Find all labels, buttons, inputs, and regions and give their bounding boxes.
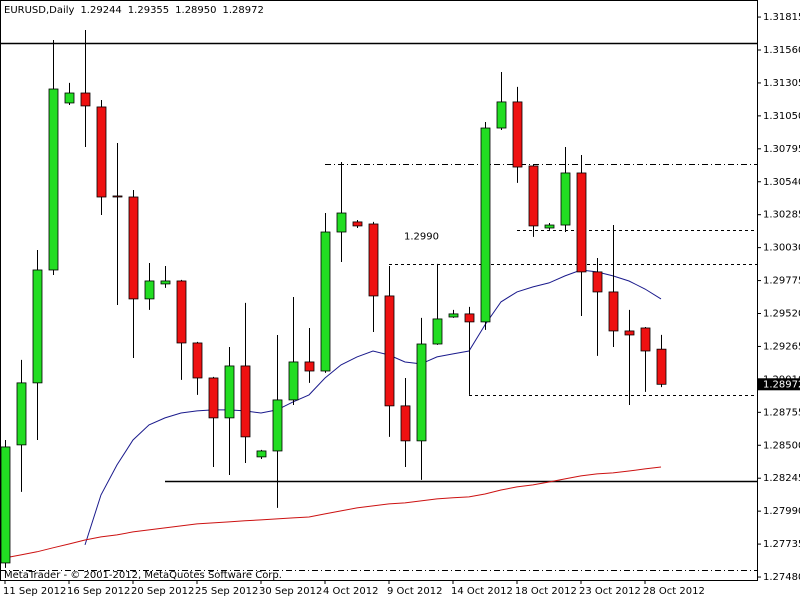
candle-body [480,127,491,323]
candle-body [624,330,635,336]
x-tick-label: 9 Oct 2012 [387,586,442,597]
candle-body [240,365,251,438]
y-tick-label: 1.31815 [763,12,800,23]
candle-body [160,280,171,285]
candle-body [560,172,571,226]
candle-body [592,271,603,293]
candle-body [112,195,123,198]
candle-body [608,291,619,332]
x-tick-label: 11 Sep 2012 [3,586,66,597]
candle-body [400,405,411,442]
candle-body [48,88,59,271]
candle-body [176,280,187,344]
candle-body [32,269,43,384]
current-price-label: 1.28972 [763,379,800,390]
y-tick-label: 1.29520 [763,309,800,320]
y-tick-label: 1.30030 [763,243,800,254]
y-tick-label: 1.29265 [763,341,800,352]
ohlc-value: 1.29244 [80,5,121,16]
candle-body [384,295,395,407]
candle-body [144,280,155,300]
candle-body [320,231,331,372]
candle-body [464,313,475,323]
x-tick-label: 16 Sep 2012 [67,586,130,597]
chart-header: EURUSD,Daily 1.29244 1.29355 1.28950 1.28972 [4,5,264,16]
candle-body [304,361,315,372]
candle-body [416,343,427,442]
symbol: EURUSD,Daily [4,5,75,16]
candle-body [288,361,299,401]
candle-body [368,223,379,297]
y-tick-label: 1.27990 [763,506,800,517]
y-tick-label: 1.30285 [763,210,800,221]
candle-body [528,165,539,227]
candle-body [256,450,267,458]
candle-body [192,342,203,379]
watermark: MetaTrader - © 2001-2012, MetaQuotes Sof… [4,570,282,581]
x-tick-label: 14 Oct 2012 [451,586,513,597]
y-tick-label: 1.31305 [763,78,800,89]
y-tick-label: 1.29775 [763,276,800,287]
x-tick-label: 4 Oct 2012 [323,586,378,597]
candle-body [64,92,75,104]
candle-body [80,92,91,107]
x-tick-label: 25 Sep 2012 [195,586,258,597]
y-tick-label: 1.30795 [763,144,800,155]
candle-body [576,172,587,273]
candle-body [0,446,11,564]
candle-body [208,377,219,419]
plot-frame [0,0,758,581]
y-tick-label: 1.28500 [763,440,800,451]
candle-body [656,348,667,385]
y-tick-label: 1.27735 [763,539,800,550]
candle-body [96,106,107,198]
candle-body [336,212,347,233]
y-tick-label: 1.30540 [763,177,800,188]
level-label: 1.2990 [404,232,439,243]
candle-body [432,318,443,345]
current-price-box [758,378,800,391]
x-tick-label: 30 Sep 2012 [259,586,322,597]
candle-body [496,101,507,129]
candle-body [128,196,139,300]
candle-body [272,399,283,452]
candle-body [544,224,555,229]
moving-average [84,269,662,546]
y-tick-label: 1.28245 [763,473,800,484]
y-tick-label: 1.31560 [763,45,800,56]
candle-body [640,327,651,352]
x-tick-label: 18 Oct 2012 [515,586,577,597]
candle-body [224,365,235,419]
y-tick-label: 1.31050 [763,111,800,122]
x-tick-label: 28 Oct 2012 [643,586,705,597]
y-tick-label: 1.27480 [763,572,800,583]
ohlc-value: 1.28950 [175,5,216,16]
x-tick-label: 20 Sep 2012 [131,586,194,597]
candle-body [448,313,459,318]
x-tick-label: 23 Oct 2012 [579,586,641,597]
y-tick-label: 1.28755 [763,407,800,418]
ohlc-value: 1.29355 [128,5,169,16]
candle-body [512,101,523,168]
ohlc-value: 1.28972 [223,5,264,16]
moving-average [4,466,662,559]
candle-body [16,382,27,446]
candle-body [352,221,363,227]
